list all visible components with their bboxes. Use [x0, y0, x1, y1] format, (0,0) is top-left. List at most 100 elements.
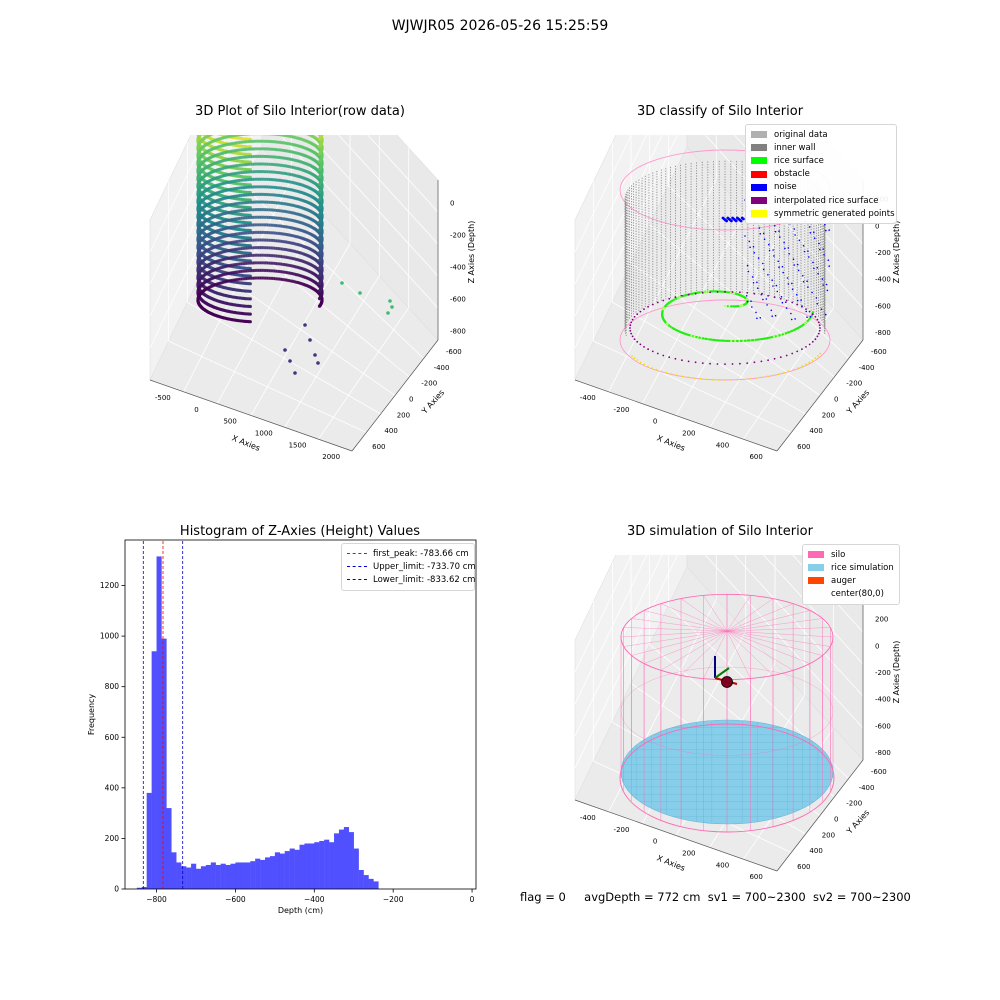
rice-surface-point: [678, 330, 681, 333]
y-tick-label: -200: [846, 380, 862, 388]
x-tick-label: -500: [155, 394, 171, 402]
scatter-point: [317, 213, 322, 217]
outlier-point: [390, 305, 394, 309]
y-tick-label: 0: [834, 396, 838, 404]
z-tick-label: 0: [450, 199, 454, 207]
scatter-point: [317, 281, 322, 285]
z-tick-label: -400: [450, 263, 466, 271]
z-tick-label: -200: [450, 231, 466, 239]
rice-surface-point: [723, 339, 726, 342]
rice-surface-point: [739, 304, 742, 307]
rice-surface-point: [772, 335, 776, 338]
outlier-point: [358, 291, 362, 295]
scatter-point: [317, 152, 322, 156]
figure-title: WJWJR05 2026-05-26 15:25:59: [391, 18, 609, 34]
rice-surface-point: [719, 339, 723, 342]
x-tick-label: 1500: [289, 441, 307, 449]
y-tick-label: 600: [372, 443, 385, 451]
rice-surface-point: [767, 336, 770, 339]
rice-surface-point: [717, 339, 720, 342]
scatter-point: [317, 251, 322, 255]
rice-surface-point: [723, 304, 727, 308]
x-tick-label: -200: [614, 406, 630, 414]
y-tick-label: 400: [809, 427, 822, 435]
rice-surface-point: [705, 290, 708, 293]
scatter-point: [317, 243, 322, 247]
x-axis-line: [149, 379, 353, 452]
x-tick-label: 0: [194, 406, 198, 414]
height-grid-line: [149, 135, 439, 317]
rice-surface-point: [661, 313, 664, 316]
scatter-point: [247, 135, 251, 136]
y-tick-label: 200: [397, 411, 410, 419]
scatter-point: [317, 160, 322, 164]
rice-surface-point: [730, 339, 733, 343]
scatter-point: [317, 274, 322, 278]
x-tick-label: 200: [682, 429, 695, 437]
z-axis-label: Z Axies (Depth): [467, 221, 476, 284]
rice-surface-point: [770, 336, 773, 339]
z-tick-label: -800: [450, 327, 466, 335]
rice-surface-point: [672, 327, 675, 330]
outlier-point: [283, 348, 287, 352]
z-axis-label: Z Axies (Depth): [892, 221, 901, 284]
scatter-point: [317, 289, 322, 293]
rice-surface-point: [673, 298, 676, 301]
y-tick-label: -600: [871, 348, 887, 356]
rice-surface-point: [684, 294, 687, 297]
y-axis-label: Y Axies: [844, 388, 871, 416]
y-tick-label: -200: [421, 380, 437, 388]
z-tick-label: -800: [875, 329, 891, 337]
rice-surface-point: [718, 290, 721, 293]
outlier-point: [316, 361, 320, 365]
x-tick-label: 500: [223, 418, 236, 426]
scatter-point: [317, 167, 322, 171]
rice-surface-point: [750, 339, 754, 342]
scatter-point: [317, 175, 322, 179]
rice-surface-point: [713, 338, 716, 342]
rice-surface-point: [698, 336, 701, 339]
y-tick-label: 200: [822, 411, 835, 419]
height-grid-line: [149, 135, 439, 285]
scatter-point: [217, 135, 220, 136]
rice-surface-point: [757, 338, 760, 341]
x-tick-label: 400: [716, 441, 729, 449]
rice-surface-point: [803, 322, 807, 325]
rice-surface-point: [786, 331, 790, 334]
rice-surface-point: [746, 339, 750, 342]
rice-surface-point: [688, 334, 691, 337]
rice-surface-point: [761, 337, 764, 341]
floor-grid-line: [318, 307, 409, 440]
z-tick-label: -200: [875, 249, 891, 257]
rice-surface-point: [665, 322, 668, 325]
rice-surface-point: [789, 330, 793, 333]
y-tick-label: -400: [859, 364, 875, 372]
height-grid-line: [149, 135, 439, 349]
rice-surface-point: [690, 292, 693, 295]
rice-surface-point: [711, 290, 715, 293]
rice-surface-point: [682, 332, 685, 335]
rice-surface-point: [670, 300, 673, 303]
scatter-point: [245, 135, 249, 136]
scatter-point: [317, 137, 322, 141]
rice-surface-point: [704, 337, 707, 340]
rice-surface-point: [781, 333, 784, 336]
y-tick-label: -600: [446, 348, 462, 356]
rice-surface-point: [754, 338, 757, 341]
rice-surface-point: [735, 305, 738, 308]
scatter-point: [201, 135, 205, 136]
panel2-title: 3D classify of Silo Interior: [636, 104, 804, 119]
outlier-point: [308, 338, 312, 342]
x-tick-label: -400: [580, 394, 596, 402]
rice-surface-point: [664, 304, 667, 307]
y-axis-line: [351, 339, 439, 452]
rice-surface-point: [727, 339, 730, 342]
rice-surface-point: [661, 310, 664, 313]
rice-surface-point: [662, 319, 666, 322]
rice-surface-point: [690, 334, 693, 337]
scatter-point: [317, 236, 322, 240]
outlier-point: [313, 353, 317, 357]
rice-surface-point: [707, 338, 710, 341]
x-tick-label: 1000: [255, 429, 273, 437]
